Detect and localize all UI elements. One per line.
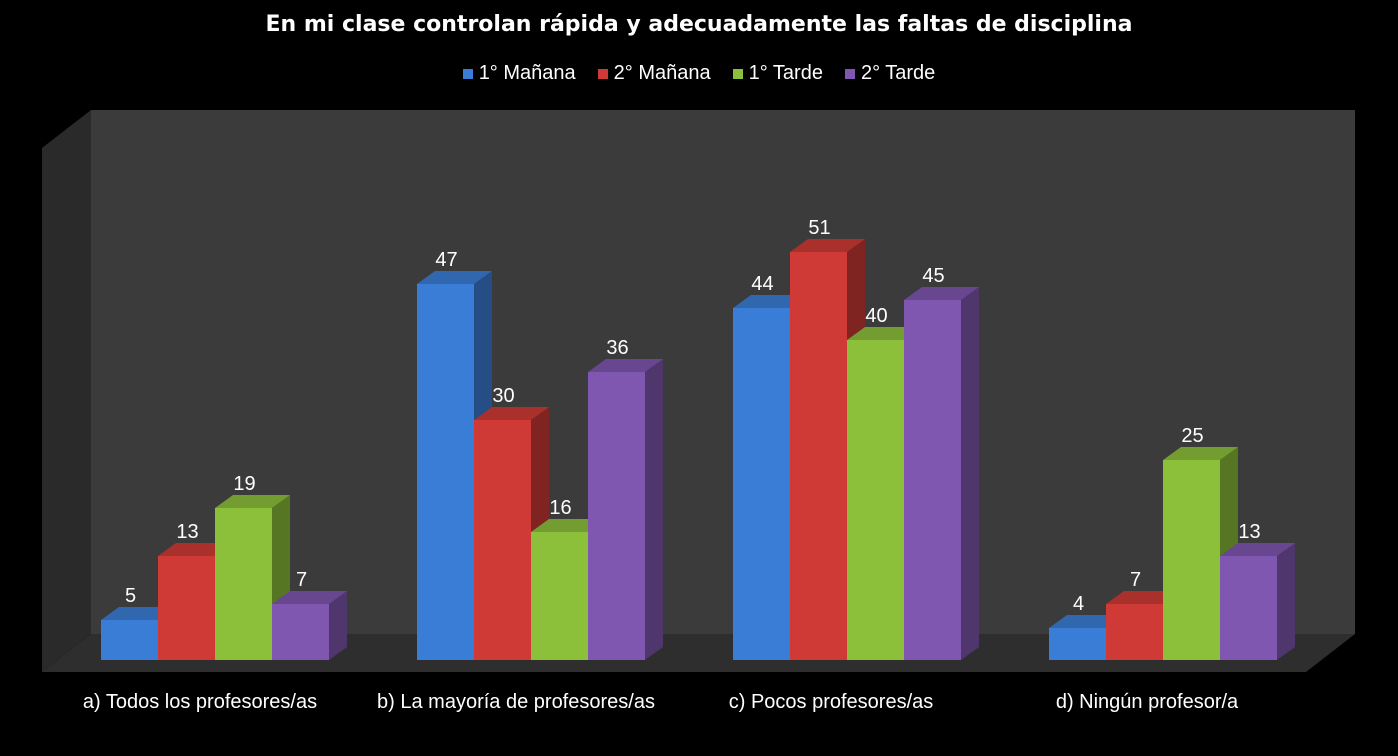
bar-top bbox=[1049, 615, 1124, 628]
data-label: 44 bbox=[751, 273, 773, 295]
side-wall bbox=[42, 110, 91, 672]
legend-label: 2° Mañana bbox=[613, 62, 711, 84]
legend-item: 1° Tarde bbox=[732, 62, 823, 85]
bar-front bbox=[272, 604, 329, 660]
bar-front bbox=[1220, 556, 1277, 660]
legend-label: 2° Tarde bbox=[860, 62, 936, 84]
data-label: 47 bbox=[435, 249, 457, 271]
chart-title: En mi clase controlan rápida y adecuadam… bbox=[265, 12, 1133, 37]
bar-top bbox=[733, 295, 808, 308]
bar-side bbox=[1277, 543, 1295, 660]
bar-front bbox=[417, 284, 474, 660]
legend-swatch-icon bbox=[462, 68, 473, 79]
data-label: 4 bbox=[1073, 593, 1084, 615]
category-label: c) Pocos profesores/as bbox=[728, 691, 934, 713]
data-label: 45 bbox=[922, 265, 944, 287]
bar-top bbox=[904, 287, 979, 300]
bar-top bbox=[417, 271, 492, 284]
bar bbox=[1220, 543, 1295, 660]
bar-front bbox=[474, 420, 531, 660]
bar-top bbox=[847, 327, 922, 340]
data-label: 19 bbox=[233, 473, 255, 495]
legend-swatch-icon bbox=[597, 68, 608, 79]
bar-front bbox=[101, 620, 158, 660]
bar-top bbox=[1220, 543, 1295, 556]
data-label: 5 bbox=[125, 585, 136, 607]
legend-label: 1° Mañana bbox=[478, 62, 576, 84]
bar-top bbox=[1106, 591, 1181, 604]
bar-side bbox=[961, 287, 979, 660]
data-label: 16 bbox=[549, 497, 571, 519]
legend-item: 2° Mañana bbox=[597, 62, 711, 85]
data-label: 36 bbox=[606, 337, 628, 359]
bar-front bbox=[588, 372, 645, 660]
bar-top bbox=[474, 407, 549, 420]
data-label: 13 bbox=[1238, 521, 1260, 543]
bar-front bbox=[1163, 460, 1220, 660]
bar-side bbox=[645, 359, 663, 660]
bar bbox=[904, 287, 979, 660]
bar-front bbox=[531, 532, 588, 660]
bar-front bbox=[733, 308, 790, 660]
plot-walls bbox=[42, 110, 1355, 672]
bar bbox=[272, 591, 347, 660]
bar-top bbox=[272, 591, 347, 604]
floor bbox=[42, 634, 1355, 672]
bar bbox=[588, 359, 663, 660]
bar-top bbox=[158, 543, 233, 556]
bar-front bbox=[158, 556, 215, 660]
category-label: b) La mayoría de profesores/as bbox=[377, 691, 655, 713]
data-label: 51 bbox=[808, 217, 830, 239]
data-label: 13 bbox=[176, 521, 198, 543]
data-label: 30 bbox=[492, 385, 514, 407]
bar-top bbox=[588, 359, 663, 372]
back-wall bbox=[91, 110, 1355, 634]
bar-front bbox=[1049, 628, 1106, 660]
bar-front bbox=[215, 508, 272, 660]
bar-top bbox=[101, 607, 176, 620]
bar-top bbox=[215, 495, 290, 508]
data-label: 7 bbox=[1130, 569, 1141, 591]
bar-side bbox=[329, 591, 347, 660]
data-label: 7 bbox=[296, 569, 307, 591]
legend: 1° Mañana 2° Mañana 1° Tarde 2° Tarde bbox=[0, 62, 1398, 85]
data-label: 40 bbox=[865, 305, 887, 327]
legend-item: 2° Tarde bbox=[844, 62, 936, 85]
bar-front bbox=[904, 300, 961, 660]
data-label: 25 bbox=[1181, 425, 1203, 447]
bar-front bbox=[790, 252, 847, 660]
bar-top bbox=[531, 519, 606, 532]
category-label: a) Todos los profesores/as bbox=[82, 691, 318, 713]
bars-group bbox=[101, 239, 1295, 660]
legend-swatch-icon bbox=[732, 68, 743, 79]
category-label: d) Ningún profesor/a bbox=[1055, 691, 1239, 713]
legend-label: 1° Tarde bbox=[748, 62, 823, 84]
bar-front bbox=[847, 340, 904, 660]
legend-swatch-icon bbox=[844, 68, 855, 79]
bar-top bbox=[790, 239, 865, 252]
legend-item: 1° Mañana bbox=[462, 62, 576, 85]
bar-front bbox=[1106, 604, 1163, 660]
bar-top bbox=[1163, 447, 1238, 460]
